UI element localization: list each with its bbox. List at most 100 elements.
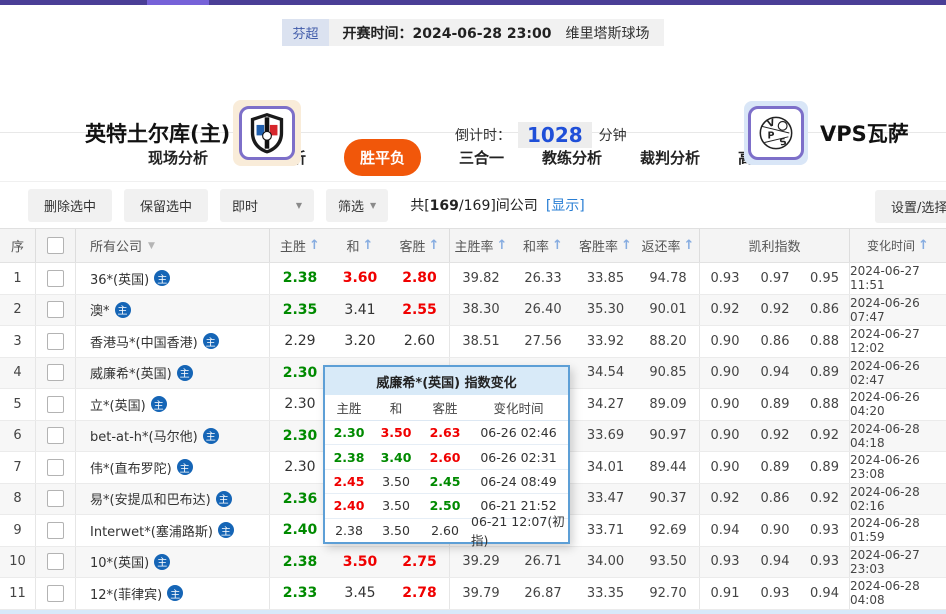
popup-away-value: 2.60: [429, 449, 461, 465]
row-checkbox-cell: [36, 357, 76, 388]
company-cell[interactable]: 立*(英国) 主: [76, 389, 270, 420]
company-name: Interwet*(塞浦路斯): [90, 524, 213, 540]
home-rate-cell: 39.29: [462, 554, 500, 570]
away-odds-value: 2.75: [402, 553, 437, 570]
company-cell[interactable]: Interwet*(塞浦路斯) 主: [76, 515, 270, 546]
header-return-rate[interactable]: 返还率 ↑: [637, 229, 700, 262]
header-checkbox[interactable]: [36, 229, 76, 262]
keep-selected-button[interactable]: 保留选中: [124, 188, 209, 222]
company-cell[interactable]: 10*(英国) 主: [76, 546, 270, 577]
company-name: 36*(英国): [90, 272, 150, 288]
popup-header-home: 主胜: [336, 401, 362, 416]
nav-tab[interactable]: 教练分析: [542, 148, 603, 167]
row-checkbox[interactable]: [47, 395, 64, 413]
popup-home-value: 2.38: [333, 449, 365, 465]
table-row: 10 10*(英国) 主 2.38 3.50 2.75 39.29 26.71 34.00 93.…: [0, 546, 946, 578]
popup-away-value: 2.60: [431, 522, 459, 538]
match-header: 英特土尔库(主) 倒计时： 1028 分钟 V P: [0, 46, 946, 166]
header-home-odds[interactable]: 主胜 ↑: [270, 229, 330, 262]
nav-tab[interactable]: 现场分析: [147, 148, 208, 167]
draw-rate-cell: 26.40: [524, 302, 562, 318]
row-checkbox[interactable]: [47, 521, 64, 539]
away-rate-cell: 33.35: [586, 585, 625, 601]
kelly-value-cell: 0.94: [760, 554, 790, 570]
league-badge[interactable]: 芬超: [282, 19, 329, 46]
kelly-value-cell: 0.92: [710, 302, 740, 318]
header-company[interactable]: 所有公司 ▼: [76, 229, 270, 262]
company-cell[interactable]: 伟*(直布罗陀) 主: [76, 452, 270, 483]
company-count: 共[169/169]间公司 [显示]: [410, 195, 585, 215]
away-rate-cell: 34.00: [586, 554, 625, 570]
row-checkbox[interactable]: [47, 332, 64, 350]
select-all-checkbox[interactable]: [47, 237, 64, 254]
home-rate-cell: 39.79: [462, 585, 500, 601]
popup-change-time: 06-26 02:46: [480, 425, 557, 441]
nav-tab[interactable]: 裁判分析: [640, 148, 701, 167]
home-odds-cell: 2.35: [270, 295, 330, 326]
header-change-time[interactable]: 变化时间 ↑: [850, 229, 946, 262]
row-checkbox-cell: [36, 452, 76, 483]
popup-draw-odds: 3.40: [373, 450, 419, 465]
row-index: 1: [0, 263, 36, 294]
popup-draw-odds: 3.50: [373, 474, 419, 489]
header-away-odds[interactable]: 客胜 ↑: [390, 229, 450, 262]
show-link[interactable]: [显示]: [545, 198, 585, 214]
home-odds-value: 2.36: [282, 490, 318, 507]
away-rate-cell: 34.01: [586, 459, 625, 475]
table-header: 序 所有公司 ▼ 主胜 ↑ 和 ↑ 客胜 ↑ 主胜率 ↑ 和率 ↑ 客胜率 ↑ 返还率 ↑ 凯利…: [0, 229, 946, 263]
header-away-rate[interactable]: 客胜率 ↑: [574, 229, 637, 262]
popup-home-odds: 2.38: [325, 450, 373, 465]
header-draw-rate[interactable]: 和率 ↑: [512, 229, 574, 262]
primary-bookmaker-badge: 主: [114, 301, 131, 318]
home-odds-cell: 2.33: [270, 578, 330, 609]
popup-title: 威廉希*(英国) 指数变化: [325, 367, 568, 395]
kelly-value-cell: 0.93: [800, 546, 850, 577]
popup-draw-odds: 3.50: [373, 425, 419, 440]
row-checkbox[interactable]: [47, 364, 64, 382]
row-checkbox[interactable]: [47, 458, 64, 476]
company-cell[interactable]: 易*(安提瓜和巴布达) 主: [76, 483, 270, 514]
sort-asc-icon: ↑: [362, 238, 374, 253]
popup-away-odds: 2.50: [419, 498, 471, 513]
row-checkbox[interactable]: [47, 553, 64, 571]
company-cell[interactable]: 36*(英国) 主: [76, 263, 270, 294]
header-home-rate[interactable]: 主胜率 ↑: [450, 229, 512, 262]
home-team-logo: [233, 100, 301, 166]
filter-dropdown[interactable]: 筛选 ▼: [326, 188, 389, 222]
company-cell[interactable]: 香港马*(中国香港) 主: [76, 326, 270, 357]
change-time-cell: 2024-06-26 04:20: [850, 390, 920, 419]
change-time-cell: 2024-06-26 07:47: [850, 295, 920, 324]
row-checkbox[interactable]: [47, 301, 64, 319]
company-cell[interactable]: bet-at-h*(马尔他) 主: [76, 420, 270, 451]
sort-asc-icon: ↑: [496, 238, 508, 253]
settings-select-button[interactable]: 设置/选择: [875, 190, 946, 223]
kelly-value-cell: 0.94: [710, 522, 740, 538]
chevron-down-icon: ▼: [295, 200, 303, 210]
company-cell[interactable]: 12*(菲律宾) 主: [76, 578, 270, 609]
row-checkbox[interactable]: [47, 490, 64, 508]
next-row-partial: [0, 609, 946, 614]
home-odds-cell: 2.29: [270, 326, 330, 357]
sort-asc-icon: ↑: [918, 238, 929, 253]
nav-tab[interactable]: 三合一: [458, 148, 504, 167]
popup-away-odds: 2.60: [419, 450, 471, 465]
company-cell[interactable]: 澳* 主: [76, 294, 270, 325]
instant-dropdown[interactable]: 即时 ▼: [220, 188, 315, 222]
delete-selected-button[interactable]: 删除选中: [28, 188, 113, 222]
header-draw-odds[interactable]: 和 ↑: [330, 229, 390, 262]
kelly-value-cell: 0.89: [760, 459, 790, 475]
row-checkbox[interactable]: [47, 584, 64, 602]
row-checkbox[interactable]: [47, 427, 64, 445]
kelly-value-cell: 0.93: [710, 270, 740, 286]
tab-active[interactable]: 胜平负: [343, 138, 421, 176]
change-time-cell: 2024-06-27 23:03: [850, 547, 920, 576]
home-crest-icon: [250, 113, 284, 154]
header-draw-label: 和: [346, 240, 360, 255]
sort-asc-icon: ↑: [428, 238, 440, 253]
count-prefix: 共[: [410, 198, 430, 214]
row-checkbox[interactable]: [47, 269, 64, 287]
home-team-name: 英特土尔库(主): [85, 122, 231, 146]
company-cell[interactable]: 威廉希*(英国) 主: [76, 357, 270, 388]
top-progress-segment: [147, 0, 209, 5]
match-info-bar: 芬超 开赛时间：2024-06-28 23:00 维里塔斯球场: [0, 5, 946, 46]
